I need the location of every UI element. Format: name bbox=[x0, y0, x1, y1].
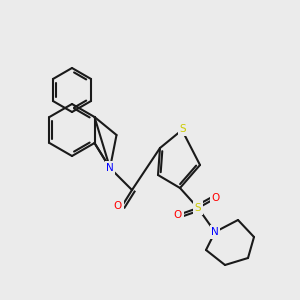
Text: O: O bbox=[174, 210, 182, 220]
Text: S: S bbox=[180, 124, 186, 134]
Text: N: N bbox=[106, 163, 114, 173]
Text: N: N bbox=[211, 227, 219, 237]
Text: S: S bbox=[195, 203, 201, 213]
Text: O: O bbox=[114, 201, 122, 211]
Text: O: O bbox=[212, 193, 220, 203]
